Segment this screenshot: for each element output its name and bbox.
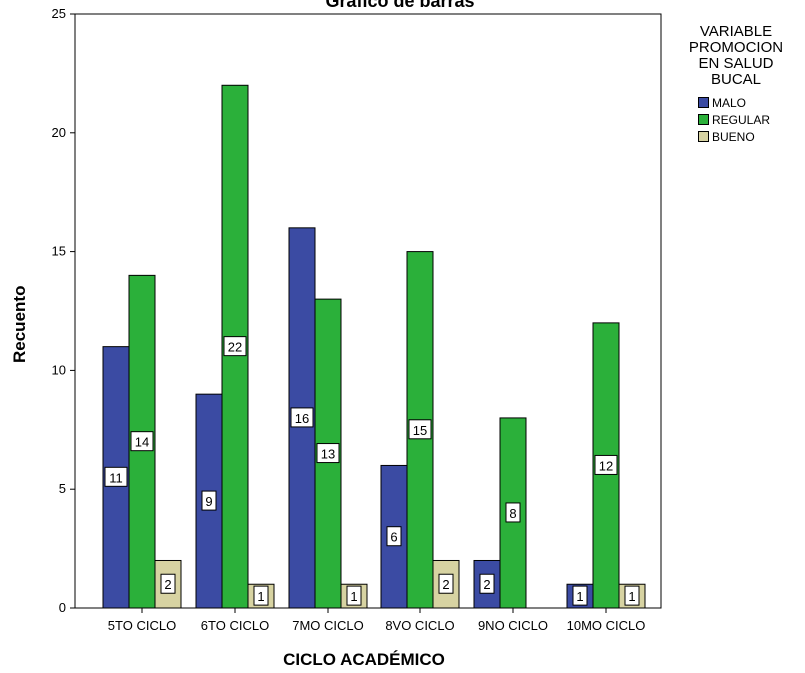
data-label: 1 (628, 589, 635, 604)
data-label: 6 (390, 530, 397, 545)
data-label: 1 (350, 589, 357, 604)
x-axis-label: CICLO ACADÉMICO (283, 650, 445, 669)
data-label: 1 (576, 589, 583, 604)
data-label: 2 (164, 577, 171, 592)
y-tick-label: 25 (52, 6, 66, 21)
y-axis-label: Recuento (10, 285, 29, 363)
x-tick-label: 10MO CICLO (567, 618, 646, 633)
data-label-box (130, 431, 154, 452)
data-label: 8 (509, 506, 516, 521)
chart-title: Gráfico de barras (325, 0, 475, 11)
data-label-box (408, 419, 432, 440)
data-label-box (438, 573, 454, 594)
x-tick-label: 5TO CICLO (108, 618, 176, 633)
legend-label-regular: REGULAR (712, 112, 771, 127)
data-label: 1 (257, 589, 264, 604)
legend-item-regular: REGULAR (698, 111, 800, 128)
data-label-box (104, 466, 128, 487)
data-label: 11 (109, 470, 123, 485)
data-label: 9 (205, 494, 212, 509)
legend-title: VARIABLE PROMOCION EN SALUD BUCAL (688, 23, 784, 88)
x-tick-label: 9NO CICLO (478, 618, 548, 633)
data-label-box (594, 454, 618, 475)
data-label-box (505, 502, 521, 523)
data-label-box (223, 336, 247, 357)
y-tick-label: 5 (59, 481, 66, 496)
y-tick-label: 20 (52, 125, 66, 140)
x-tick-label: 6TO CICLO (201, 618, 269, 633)
x-tick-label: 7MO CICLO (292, 618, 364, 633)
data-label: 16 (295, 411, 309, 426)
data-label-box (160, 573, 176, 594)
data-label: 12 (599, 458, 613, 473)
data-label-box (290, 407, 314, 428)
data-label-box (346, 585, 362, 606)
data-label: 13 (321, 447, 335, 462)
legend-swatch-bueno (698, 131, 709, 142)
x-tick-label: 8VO CICLO (385, 618, 454, 633)
y-tick-label: 15 (52, 244, 66, 259)
data-label-box (386, 526, 402, 547)
legend-label-malo: MALO (712, 95, 747, 110)
data-label: 2 (442, 577, 449, 592)
data-label: 14 (135, 435, 149, 450)
legend: VARIABLE PROMOCION EN SALUD BUCAL MALO R… (680, 24, 800, 145)
legend-item-malo: MALO (698, 94, 800, 111)
legend-swatch-regular (698, 114, 709, 125)
legend-item-bueno: BUENO (698, 128, 800, 145)
data-label-box (316, 443, 340, 464)
y-tick-label: 10 (52, 362, 66, 377)
data-label: 22 (228, 340, 242, 355)
data-label-box (624, 585, 640, 606)
data-label: 15 (413, 423, 427, 438)
plot-area (74, 13, 662, 609)
data-label-box (572, 585, 588, 606)
data-label-box (253, 585, 269, 606)
data-label-box (479, 573, 495, 594)
legend-swatch-malo (698, 97, 709, 108)
y-tick-label: 0 (59, 600, 66, 615)
data-label-box (201, 490, 217, 511)
legend-label-bueno: BUENO (712, 129, 755, 144)
legend-items: MALO REGULAR BUENO (680, 94, 800, 145)
data-label: 2 (483, 577, 490, 592)
